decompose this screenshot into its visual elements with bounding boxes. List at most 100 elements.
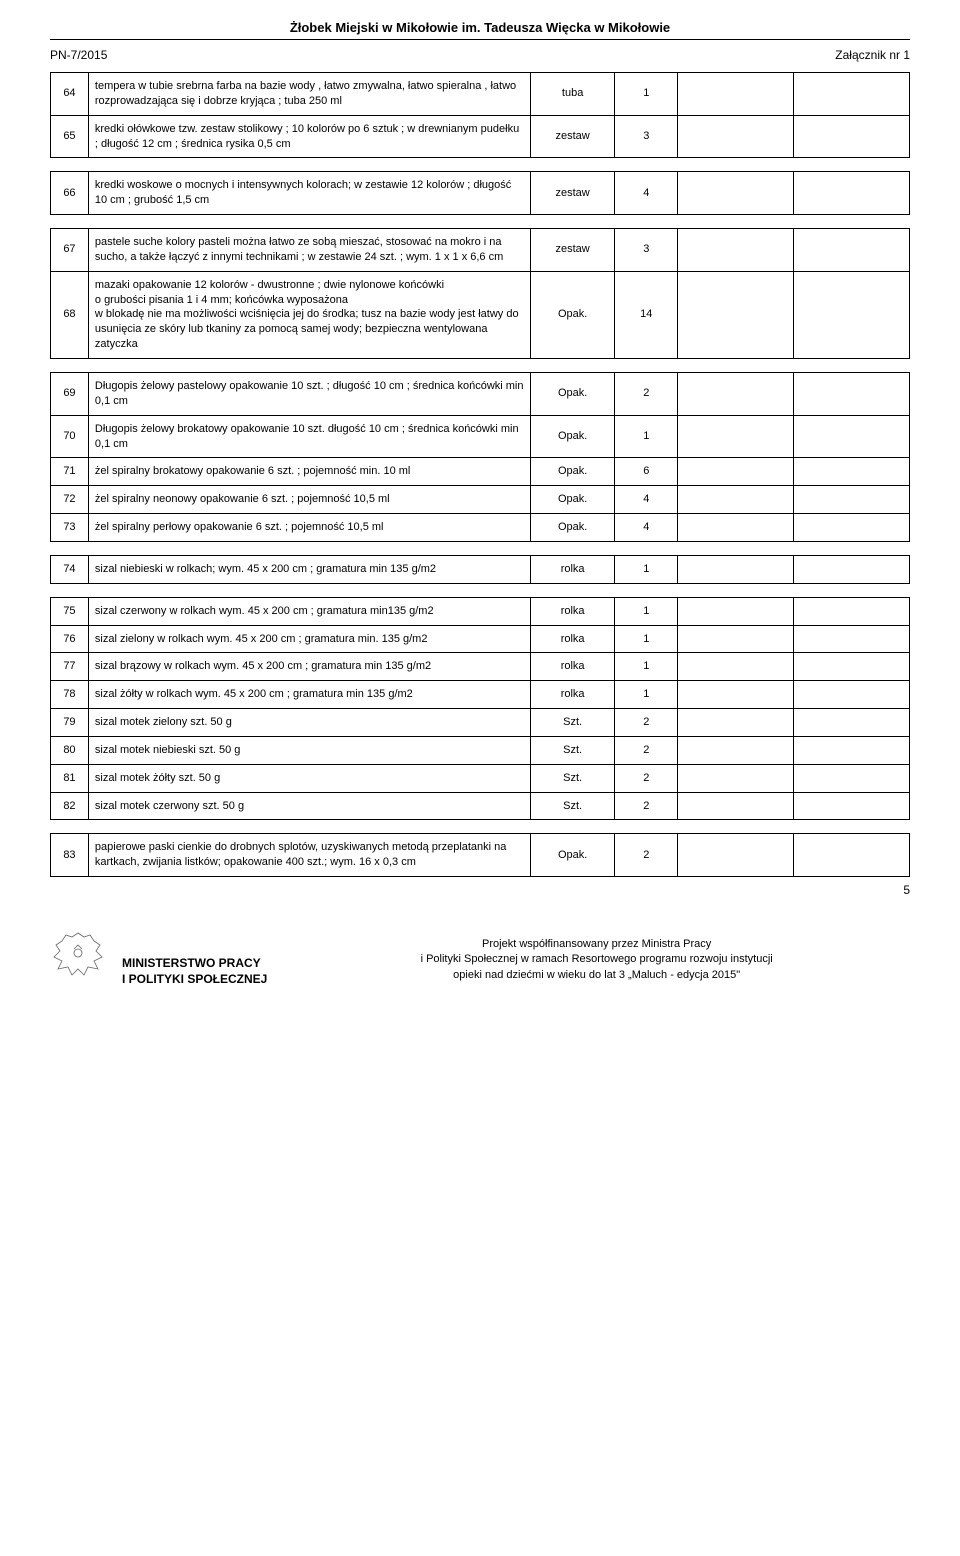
table-row: 77sizal brązowy w rolkach wym. 45 x 200 … xyxy=(51,653,910,681)
table-row: 68mazaki opakowanie 12 kolorów - dwustro… xyxy=(51,271,910,358)
row-description: sizal motek czerwony szt. 50 g xyxy=(88,792,530,820)
row-number: 82 xyxy=(51,792,89,820)
row-empty2 xyxy=(794,229,910,272)
row-number: 70 xyxy=(51,415,89,458)
ministry-line1: MINISTERSTWO PRACY xyxy=(122,956,267,972)
row-qty: 1 xyxy=(615,73,678,116)
row-description: sizal motek zielony szt. 50 g xyxy=(88,709,530,737)
row-number: 78 xyxy=(51,681,89,709)
row-qty: 2 xyxy=(615,736,678,764)
row-qty: 4 xyxy=(615,514,678,542)
doc-title: Żłobek Miejski w Mikołowie im. Tadeusza … xyxy=(50,20,910,35)
row-number: 73 xyxy=(51,514,89,542)
footer: MINISTERSTWO PRACY I POLITYKI SPOŁECZNEJ… xyxy=(50,927,910,987)
row-empty1 xyxy=(678,514,794,542)
row-qty: 1 xyxy=(615,415,678,458)
row-number: 69 xyxy=(51,372,89,415)
title-underline xyxy=(50,39,910,40)
row-qty: 4 xyxy=(615,486,678,514)
funding-line2: i Polityki Społecznej w ramach Resortowe… xyxy=(283,952,910,967)
row-unit: Opak. xyxy=(531,514,615,542)
row-unit: zestaw xyxy=(531,172,615,215)
row-empty2 xyxy=(794,625,910,653)
row-description: kredki woskowe o mocnych i intensywnych … xyxy=(88,172,530,215)
row-empty1 xyxy=(678,229,794,272)
row-description: tempera w tubie srebrna farba na bazie w… xyxy=(88,73,530,116)
row-unit: Opak. xyxy=(531,486,615,514)
row-description: sizal motek niebieski szt. 50 g xyxy=(88,736,530,764)
row-unit: Opak. xyxy=(531,458,615,486)
row-number: 75 xyxy=(51,597,89,625)
gap-row xyxy=(51,358,910,372)
row-empty1 xyxy=(678,709,794,737)
row-qty: 1 xyxy=(615,597,678,625)
row-unit: Opak. xyxy=(531,372,615,415)
row-empty2 xyxy=(794,709,910,737)
row-qty: 3 xyxy=(615,115,678,158)
table-row: 64tempera w tubie srebrna farba na bazie… xyxy=(51,73,910,116)
row-empty2 xyxy=(794,653,910,681)
table-row: 65kredki ołówkowe tzw. zestaw stolikowy … xyxy=(51,115,910,158)
table-row: 80sizal motek niebieski szt. 50 gSzt.2 xyxy=(51,736,910,764)
table-row: 79sizal motek zielony szt. 50 gSzt.2 xyxy=(51,709,910,737)
row-empty2 xyxy=(794,834,910,877)
gap-row xyxy=(51,215,910,229)
row-qty: 2 xyxy=(615,372,678,415)
row-empty1 xyxy=(678,597,794,625)
row-number: 77 xyxy=(51,653,89,681)
row-empty1 xyxy=(678,73,794,116)
table-row: 73żel spiralny perłowy opakowanie 6 szt.… xyxy=(51,514,910,542)
table-row: 74sizal niebieski w rolkach; wym. 45 x 2… xyxy=(51,555,910,583)
row-empty2 xyxy=(794,115,910,158)
row-number: 81 xyxy=(51,764,89,792)
row-unit: zestaw xyxy=(531,115,615,158)
row-number: 71 xyxy=(51,458,89,486)
row-number: 80 xyxy=(51,736,89,764)
row-number: 79 xyxy=(51,709,89,737)
row-description: żel spiralny perłowy opakowanie 6 szt. ;… xyxy=(88,514,530,542)
row-unit: tuba xyxy=(531,73,615,116)
row-empty1 xyxy=(678,792,794,820)
row-empty2 xyxy=(794,372,910,415)
row-empty1 xyxy=(678,834,794,877)
row-empty1 xyxy=(678,271,794,358)
row-description: żel spiralny brokatowy opakowanie 6 szt.… xyxy=(88,458,530,486)
row-number: 72 xyxy=(51,486,89,514)
row-empty2 xyxy=(794,792,910,820)
row-description: sizal zielony w rolkach wym. 45 x 200 cm… xyxy=(88,625,530,653)
row-qty: 1 xyxy=(615,653,678,681)
row-qty: 2 xyxy=(615,792,678,820)
row-description: sizal niebieski w rolkach; wym. 45 x 200… xyxy=(88,555,530,583)
gap-row xyxy=(51,541,910,555)
attachment-label: Załącznik nr 1 xyxy=(835,48,910,62)
row-empty1 xyxy=(678,372,794,415)
row-number: 66 xyxy=(51,172,89,215)
table-row: 81sizal motek żółty szt. 50 gSzt.2 xyxy=(51,764,910,792)
row-empty1 xyxy=(678,458,794,486)
table-row: 72żel spiralny neonowy opakowanie 6 szt.… xyxy=(51,486,910,514)
gap-row xyxy=(51,820,910,834)
row-unit: rolka xyxy=(531,555,615,583)
row-qty: 3 xyxy=(615,229,678,272)
row-description: sizal czerwony w rolkach wym. 45 x 200 c… xyxy=(88,597,530,625)
table-row: 78sizal żółty w rolkach wym. 45 x 200 cm… xyxy=(51,681,910,709)
row-number: 67 xyxy=(51,229,89,272)
row-unit: Szt. xyxy=(531,736,615,764)
row-qty: 2 xyxy=(615,764,678,792)
row-empty1 xyxy=(678,486,794,514)
row-empty2 xyxy=(794,736,910,764)
row-number: 64 xyxy=(51,73,89,116)
row-empty2 xyxy=(794,486,910,514)
row-qty: 2 xyxy=(615,834,678,877)
row-unit: rolka xyxy=(531,681,615,709)
row-number: 83 xyxy=(51,834,89,877)
row-qty: 2 xyxy=(615,709,678,737)
row-description: sizal żółty w rolkach wym. 45 x 200 cm ;… xyxy=(88,681,530,709)
gap-row xyxy=(51,583,910,597)
row-empty1 xyxy=(678,625,794,653)
row-empty1 xyxy=(678,415,794,458)
table-row: 82sizal motek czerwony szt. 50 gSzt.2 xyxy=(51,792,910,820)
items-table: 64tempera w tubie srebrna farba na bazie… xyxy=(50,72,910,877)
row-description: sizal motek żółty szt. 50 g xyxy=(88,764,530,792)
row-qty: 6 xyxy=(615,458,678,486)
